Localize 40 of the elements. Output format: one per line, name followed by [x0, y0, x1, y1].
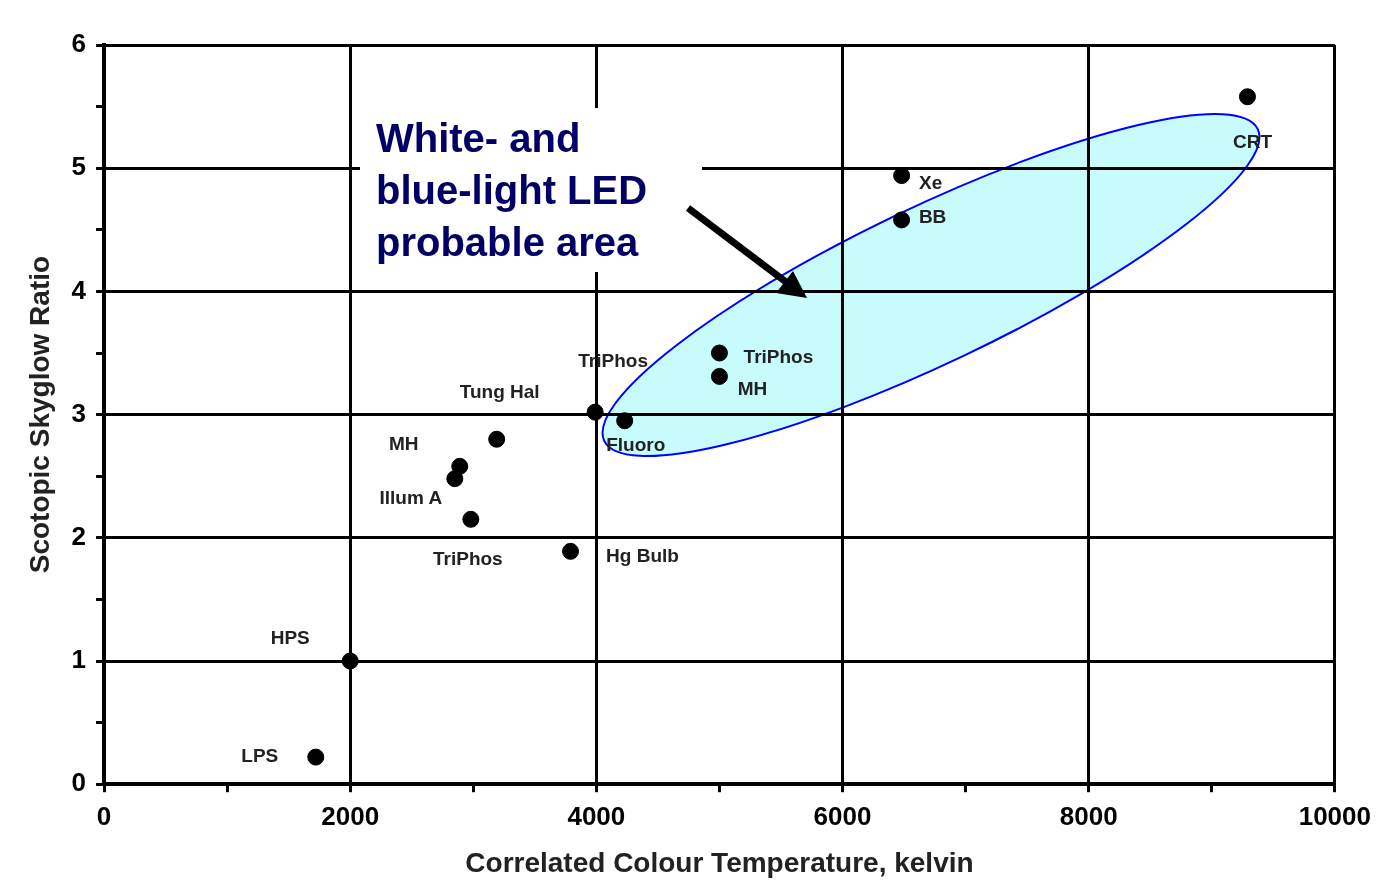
- x-tick-label: 8000: [1059, 800, 1118, 831]
- x-tick-label: 0: [96, 800, 112, 831]
- point: [341, 652, 359, 670]
- x-axis-title: Correlated Colour Temperature, kelvin: [465, 846, 974, 878]
- annotation: Fluoro: [606, 433, 666, 455]
- y-tick-label: 3: [71, 397, 87, 428]
- y-tick-label: 6: [71, 28, 87, 59]
- annotation: BB: [918, 206, 947, 228]
- point: [893, 211, 911, 229]
- annotation: MH: [388, 432, 419, 454]
- x-tick-label: 2000: [321, 800, 380, 831]
- annotation: MH: [737, 377, 768, 399]
- point: [586, 403, 604, 421]
- point: [562, 542, 580, 560]
- point: [1238, 88, 1256, 106]
- point: [488, 430, 506, 448]
- x-tick-label: 10000: [1298, 800, 1372, 831]
- point: [462, 510, 480, 528]
- annotation: LPS: [241, 745, 279, 767]
- x-tick-label: 4000: [567, 800, 626, 831]
- annotation: TriPhos: [432, 547, 503, 569]
- y-tick-label: 5: [71, 151, 87, 182]
- point: [616, 412, 634, 430]
- y-tick-label: 0: [71, 767, 87, 798]
- annotation: Tung Hal: [459, 381, 540, 403]
- point: [710, 344, 728, 362]
- y-tick-label: 1: [71, 644, 87, 675]
- y-tick-label: 4: [71, 274, 87, 305]
- x-tick-label: 6000: [813, 800, 872, 831]
- annotation: Illum A: [379, 486, 443, 508]
- annotation: TriPhos: [743, 346, 814, 368]
- annotation: Hg Bulb: [606, 544, 679, 566]
- point: [307, 748, 325, 766]
- y-tick-label: 2: [71, 520, 87, 551]
- point: [710, 367, 728, 385]
- point: [451, 457, 469, 475]
- annotation: White- and blue-light LED probable area: [360, 108, 702, 272]
- annotation: HPS: [270, 627, 310, 649]
- y-axis-title: Scotopic Skyglow Ratio: [23, 255, 55, 574]
- annotation: Xe: [918, 171, 943, 193]
